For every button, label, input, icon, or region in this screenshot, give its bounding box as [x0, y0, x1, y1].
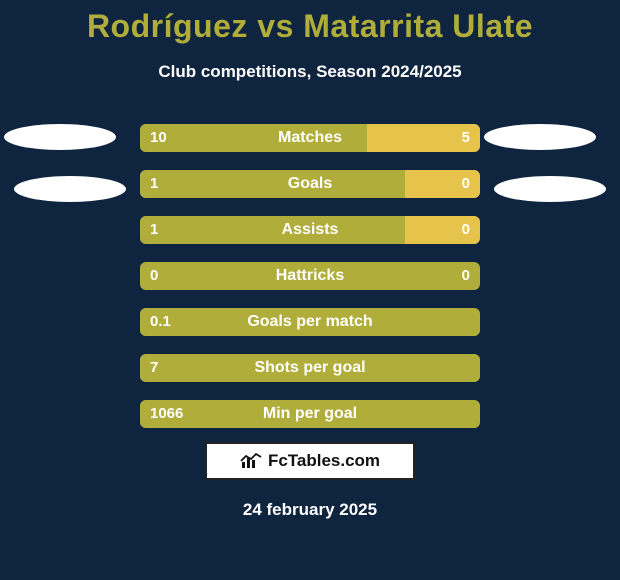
stat-value-player1: 1: [150, 216, 158, 244]
stat-value-player2: 5: [462, 124, 470, 152]
comparison-title: Rodríguez vs Matarrita Ulate: [0, 8, 620, 45]
stat-row: Goals per match0.1: [140, 308, 480, 336]
player-placeholder-ellipse: [14, 176, 126, 202]
stat-value-player1: 1: [150, 170, 158, 198]
stat-label: Matches: [140, 124, 480, 152]
stat-row: Goals1 0: [140, 170, 480, 198]
stat-label: Shots per goal: [140, 354, 480, 382]
comparison-subtitle: Club competitions, Season 2024/2025: [0, 62, 620, 82]
stat-value-player1: 0: [150, 262, 158, 290]
stat-value-player2: 0: [462, 262, 470, 290]
stat-bars: Matches105Goals10Assists10Hattricks00Goa…: [140, 124, 480, 446]
stat-label: Goals: [140, 170, 480, 198]
comparison-canvas: Rodríguez vs Matarrita Ulate Club compet…: [0, 0, 620, 580]
chart-icon: [240, 452, 262, 470]
stat-value-player1: 7: [150, 354, 158, 382]
comparison-date: 24 february 2025: [0, 500, 620, 520]
branding-badge: FcTables.com: [205, 442, 415, 480]
stat-value-player1: 10: [150, 124, 167, 152]
stat-row: Hattricks0 0: [140, 262, 480, 290]
stat-row: Matches10 5: [140, 124, 480, 152]
stat-label: Goals per match: [140, 308, 480, 336]
stat-value-player2: 0: [462, 216, 470, 244]
player-placeholder-ellipse: [4, 124, 116, 150]
player-placeholder-ellipse: [494, 176, 606, 202]
stat-label: Hattricks: [140, 262, 480, 290]
stat-label: Min per goal: [140, 400, 480, 428]
branding-text: FcTables.com: [268, 451, 380, 471]
stat-value-player1: 1066: [150, 400, 183, 428]
stat-label: Assists: [140, 216, 480, 244]
player-placeholder-ellipse: [484, 124, 596, 150]
stat-row: Min per goal1066: [140, 400, 480, 428]
stat-value-player2: 0: [462, 170, 470, 198]
stat-row: Shots per goal7: [140, 354, 480, 382]
stat-row: Assists1 0: [140, 216, 480, 244]
stat-value-player1: 0.1: [150, 308, 171, 336]
